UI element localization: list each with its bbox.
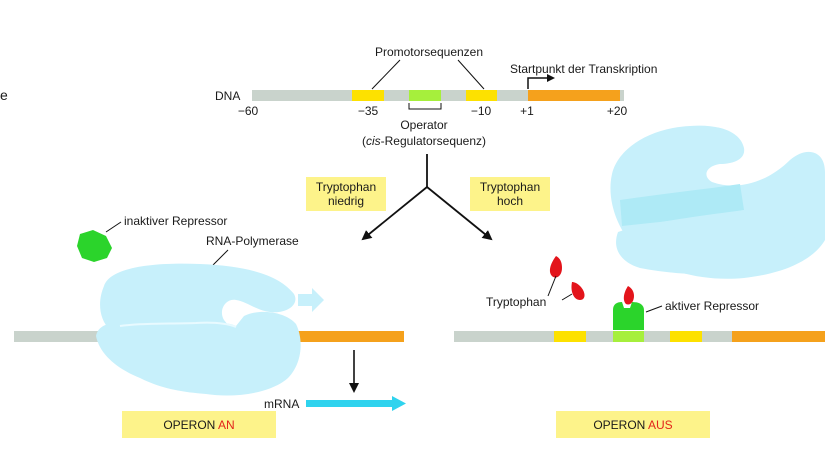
transcription-start-label: Startpunkt der Transkription — [510, 62, 657, 76]
tick-label: +20 — [607, 104, 628, 118]
tryptophan-molecule-icon — [571, 282, 585, 300]
rna-polymerase-free — [610, 125, 825, 279]
inactive-repressor-label: inaktiver Repressor — [124, 214, 227, 228]
rna-polymerase-label: RNA-Polymerase — [206, 234, 299, 248]
operon-on-state: AN — [218, 418, 235, 432]
top-dna-strip — [252, 90, 624, 101]
tick-label: +1 — [520, 104, 534, 118]
tryptophan-high-line1: Tryptophan — [480, 180, 540, 194]
operon-off-label: OPERON AUS — [593, 418, 672, 432]
dna-label: DNA — [215, 89, 240, 103]
operon-on-prefix: OPERON — [163, 418, 218, 432]
mrna-label: mRNA — [264, 397, 299, 411]
polymerase-free-band — [620, 184, 744, 226]
inactive-repressor-leader — [105, 221, 122, 233]
tick-label: −10 — [471, 104, 492, 118]
operator-label: Operator — [400, 118, 447, 132]
rna-polymerase-jaw-shape — [96, 311, 301, 396]
active-repressor-label: aktiver Repressor — [665, 299, 759, 313]
tryptophan-bound-icon — [623, 286, 634, 305]
mrna-arrowhead-icon — [392, 396, 406, 411]
polymerase-highlight — [119, 321, 237, 328]
tryptophan-label: Tryptophan — [486, 295, 546, 309]
edge-text-fragment: e — [0, 87, 8, 103]
tryptophan-low-box — [306, 177, 386, 211]
operator-region-right — [613, 331, 644, 342]
promoter-leader-left — [371, 59, 401, 90]
tryptophan-leader-2 — [561, 293, 573, 301]
branch-arrow-left — [361, 186, 428, 241]
operon-off-box — [556, 411, 710, 438]
tryptophan-leader-1 — [547, 275, 557, 297]
branch-arrows — [361, 154, 493, 241]
promoter-leader-right — [457, 59, 485, 90]
tryptophan-molecule-icon — [549, 256, 562, 278]
promoter-box-right-1 — [554, 331, 586, 342]
polymerase-motion-arrow-icon — [298, 288, 324, 312]
operon-off-state: AUS — [648, 418, 673, 432]
operator-bracket — [408, 103, 442, 110]
transcription-start-arrow-icon — [527, 77, 548, 89]
operon-off-prefix: OPERON — [593, 418, 648, 432]
gene-region-right — [732, 331, 825, 342]
rna-polymerase-leader — [212, 249, 229, 266]
operon-on-label: OPERON AN — [163, 418, 234, 432]
transcription-start-arrowhead-icon — [547, 74, 555, 82]
inactive-repressor-icon — [77, 230, 112, 262]
tick-label: −35 — [358, 104, 379, 118]
tick-label: −60 — [238, 104, 259, 118]
mrna-strand — [306, 400, 394, 407]
tryptophan-high-box — [470, 177, 550, 211]
cis-regulatory-label: (cis-Regulatorsequenz) — [362, 134, 486, 148]
polymerase-free-jaw — [616, 210, 802, 275]
gene-region — [528, 90, 620, 101]
cis-italic: cis — [366, 134, 381, 148]
tryptophan-low-line1: Tryptophan — [316, 180, 376, 194]
promoter-box-right-2 — [670, 331, 702, 342]
promoter-box-35 — [352, 90, 384, 101]
promoter-label: Promotorsequenzen — [375, 45, 483, 59]
cis-suffix: -Regulatorsequenz) — [381, 134, 486, 148]
active-repressor-leader — [645, 305, 663, 313]
tryptophan-low-line2: niedrig — [328, 194, 364, 208]
tryptophan-high-line2: hoch — [497, 194, 523, 208]
rna-polymerase-shape — [100, 263, 296, 330]
dna-segment-left — [14, 331, 114, 342]
active-repressor-icon — [613, 302, 644, 330]
operon-on-box — [122, 411, 276, 438]
promoter-box-10 — [466, 90, 497, 101]
gene-region-left — [298, 331, 404, 342]
branch-arrow-right — [426, 186, 493, 241]
operator-region — [409, 90, 441, 101]
